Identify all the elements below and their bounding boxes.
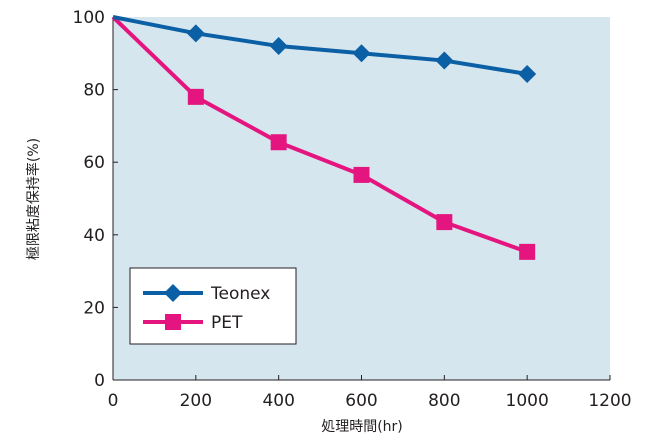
pet-line — [111, 15, 528, 254]
y-axis-title: 極限粘度保持率(%) — [25, 138, 42, 260]
y-tick-label: 100 — [73, 8, 105, 28]
x-axis-title: 処理時間(hr) — [321, 419, 403, 435]
teonex-point — [352, 44, 371, 63]
y-tick-label: 40 — [83, 226, 105, 246]
x-tick-label: 600 — [345, 391, 377, 411]
teonex-point — [269, 37, 288, 56]
series-markers — [186, 24, 537, 260]
pet-point — [187, 88, 204, 105]
x-tick-label: 1000 — [506, 391, 549, 411]
x-tick-label: 800 — [428, 391, 460, 411]
pet-point — [519, 243, 536, 260]
legend: Teonex PET — [129, 267, 297, 345]
series-lines — [111, 15, 528, 254]
teonex-point — [435, 51, 454, 70]
y-tick-label: 0 — [94, 371, 105, 391]
x-tick-label: 400 — [262, 391, 294, 411]
legend-box — [129, 267, 297, 345]
teonex-point — [518, 64, 537, 83]
pet-point — [436, 214, 453, 231]
legend-teonex-marker — [164, 284, 182, 302]
tick-labels: 0 200 400 600 800 1000 1200 0 20 40 60 80 100 — [73, 8, 632, 411]
pet-point — [270, 134, 287, 151]
legend-teonex-label: Teonex — [210, 284, 270, 304]
y-tick-label: 80 — [83, 81, 105, 101]
x-tick-label: 200 — [180, 391, 212, 411]
x-tick-label: 0 — [108, 391, 119, 411]
teonex-point — [186, 24, 205, 43]
pet-point — [353, 166, 370, 183]
legend-pet-marker — [165, 314, 181, 330]
legend-pet-label: PET — [211, 313, 243, 333]
y-tick-label: 20 — [83, 298, 105, 318]
teonex-line — [112, 15, 528, 76]
y-tick-label: 60 — [83, 153, 105, 173]
x-tick-label: 1200 — [588, 391, 631, 411]
